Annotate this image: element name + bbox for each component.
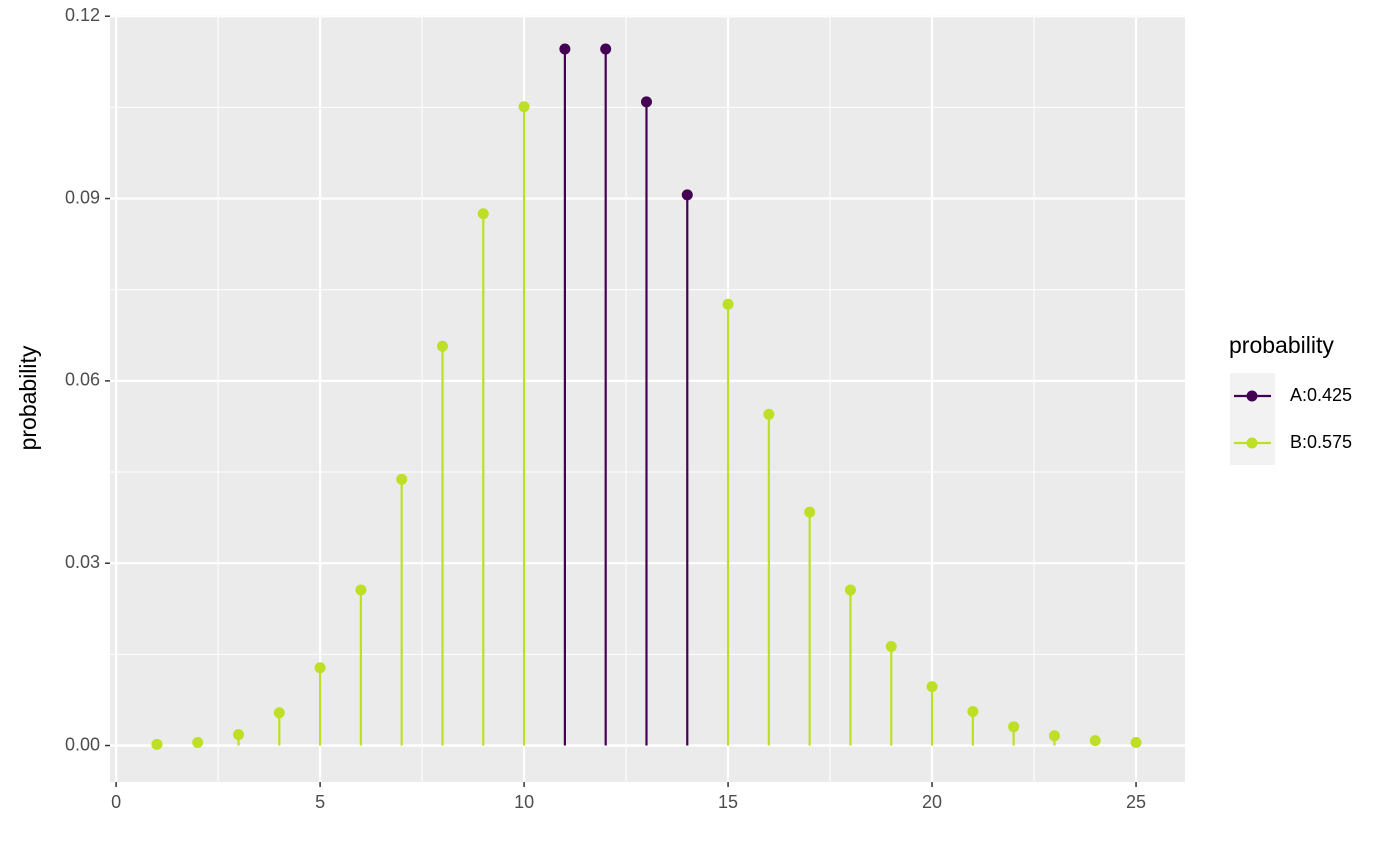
point [1008,721,1020,733]
point [763,408,775,420]
y-tick-label: 0.00 [65,734,100,754]
x-tick-label: 5 [315,792,325,812]
legend-key-point [1246,390,1258,402]
point [926,681,938,693]
y-tick-label: 0.12 [65,5,100,25]
point [804,506,816,518]
x-tick-label: 25 [1126,792,1146,812]
point [559,43,571,55]
point [436,340,448,352]
x-tick-label: 15 [718,792,738,812]
point [355,584,367,596]
point [233,729,245,741]
point [1089,735,1101,747]
point [1130,736,1142,748]
point [885,640,897,652]
x-tick-label: 0 [111,792,121,812]
point [600,43,612,55]
point [967,705,979,717]
x-tick-label: 10 [514,792,534,812]
y-tick-label: 0.06 [65,370,100,390]
point [681,189,693,201]
x-tick-label: 20 [922,792,942,812]
point [273,707,285,719]
y-tick-label: 0.09 [65,187,100,207]
point [396,473,408,485]
point [314,662,326,674]
y-tick-label: 0.03 [65,552,100,572]
point [722,298,734,310]
point [1048,730,1060,742]
legend-key-point [1246,437,1258,449]
legend-label: B:0.575 [1290,432,1352,452]
legend-title: probability [1229,332,1334,358]
legend-label: A:0.425 [1290,385,1352,405]
point [640,96,652,108]
point [477,208,489,220]
point [151,738,163,750]
point [192,736,204,748]
point [844,584,856,596]
y-axis-title: probability [15,345,41,450]
legend-keys-bg [1230,373,1275,465]
point [518,101,530,113]
